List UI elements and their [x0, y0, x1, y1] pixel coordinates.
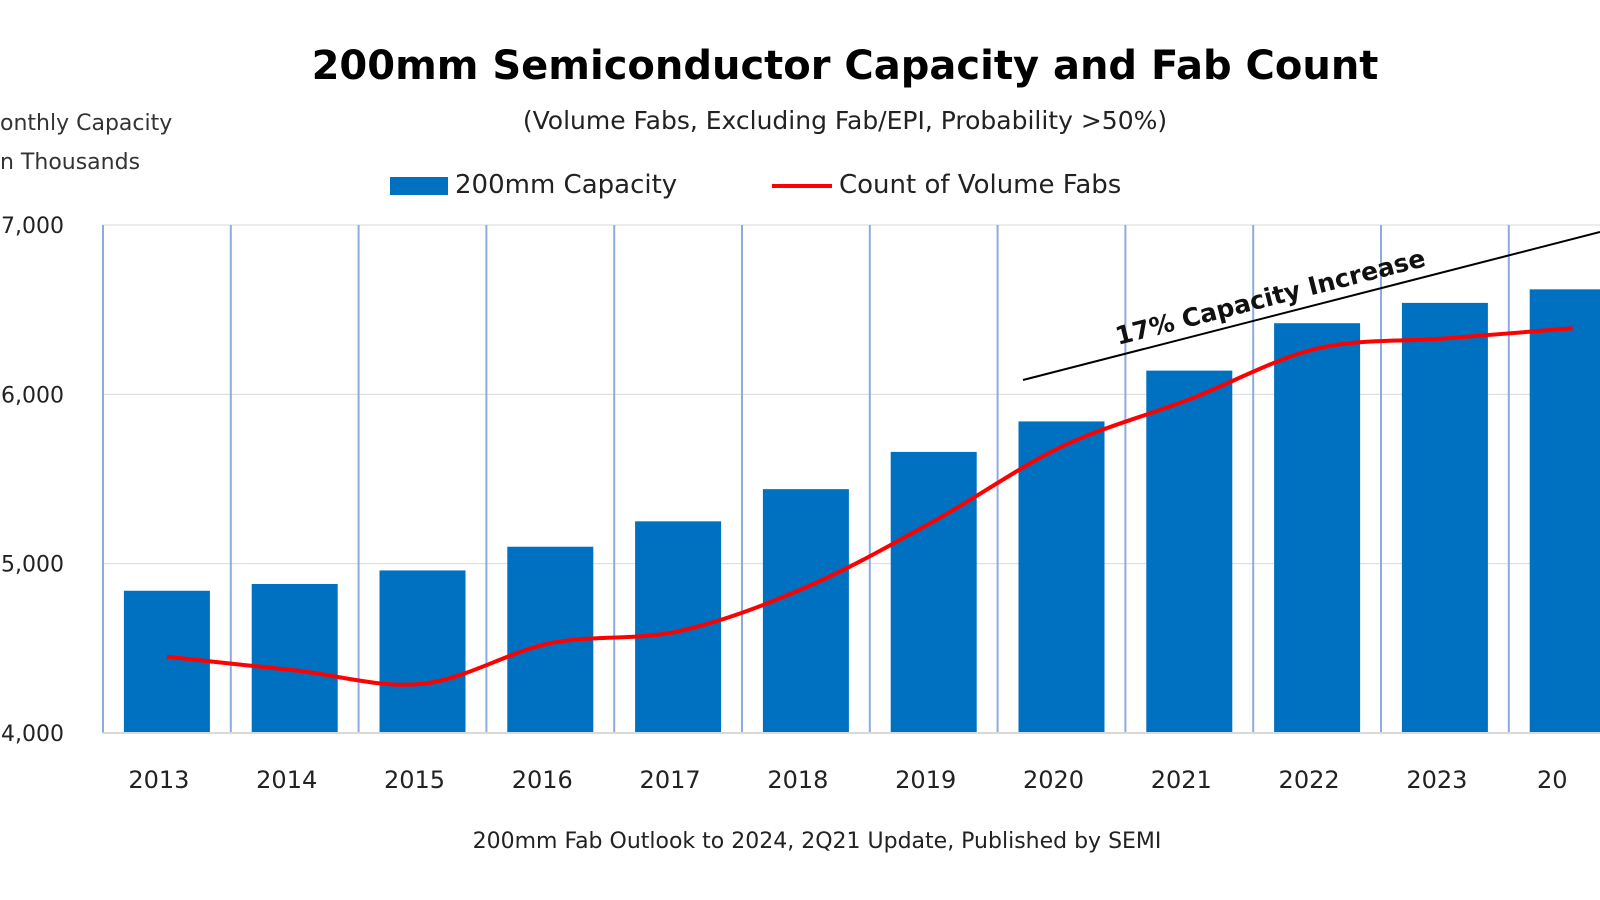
bar-2018 — [762, 489, 849, 733]
line-series — [166, 326, 1573, 687]
legend-label-capacity: 200mm Capacity — [455, 170, 677, 200]
x-tick-label: 2014 — [256, 766, 317, 794]
x-tick-label: 2022 — [1279, 766, 1340, 794]
x-tick-label: 2016 — [512, 766, 573, 794]
x-tick-label: 2020 — [1023, 766, 1084, 794]
y-tick-label: 6,000 — [1, 383, 64, 408]
bar-2019 — [890, 451, 977, 733]
x-tick-label: 2013 — [128, 766, 189, 794]
bar-2015 — [379, 570, 466, 733]
chart-title: 200mm Semiconductor Capacity and Fab Cou… — [312, 43, 1379, 89]
bar-2013 — [123, 590, 210, 733]
axes: 4,000 5,000 6,000 7,000 2013 2014 2015 2016 2017… — [1, 214, 1600, 794]
x-tick-label: 2018 — [767, 766, 828, 794]
legend: 200mm Capacity Count of Volume Fabs — [390, 170, 1121, 200]
bar-20 — [1529, 289, 1600, 733]
bar-2017 — [635, 521, 722, 733]
bar-2022 — [1274, 323, 1361, 733]
fab-count-line — [166, 326, 1573, 687]
source-note: 200mm Fab Outlook to 2024, 2Q21 Update, … — [473, 829, 1162, 854]
y-axis-label-line-2: n Thousands — [0, 150, 140, 175]
x-tick-label: 2019 — [895, 766, 956, 794]
bar-2020 — [1018, 421, 1105, 733]
x-tick-label: 20 — [1537, 766, 1568, 794]
annotation-arrow-line — [1022, 231, 1600, 381]
legend-swatch-capacity — [390, 177, 448, 195]
y-axis-label-line-1: onthly Capacity — [0, 111, 172, 136]
grid — [102, 224, 1600, 734]
y-tick-label: 4,000 — [1, 722, 64, 747]
bar-series — [123, 289, 1600, 733]
x-tick-label: 2017 — [640, 766, 701, 794]
legend-label-fab-count: Count of Volume Fabs — [839, 170, 1121, 200]
y-tick-label: 7,000 — [1, 214, 64, 239]
x-tick-label: 2023 — [1406, 766, 1467, 794]
x-tick-label: 2015 — [384, 766, 445, 794]
y-tick-label: 5,000 — [1, 553, 64, 578]
chart-subtitle: (Volume Fabs, Excluding Fab/EPI, Probabi… — [523, 106, 1167, 135]
bar-2023 — [1401, 302, 1488, 733]
x-tick-label: 2021 — [1151, 766, 1212, 794]
bar-2021 — [1146, 370, 1233, 733]
bar-2014 — [251, 583, 338, 733]
